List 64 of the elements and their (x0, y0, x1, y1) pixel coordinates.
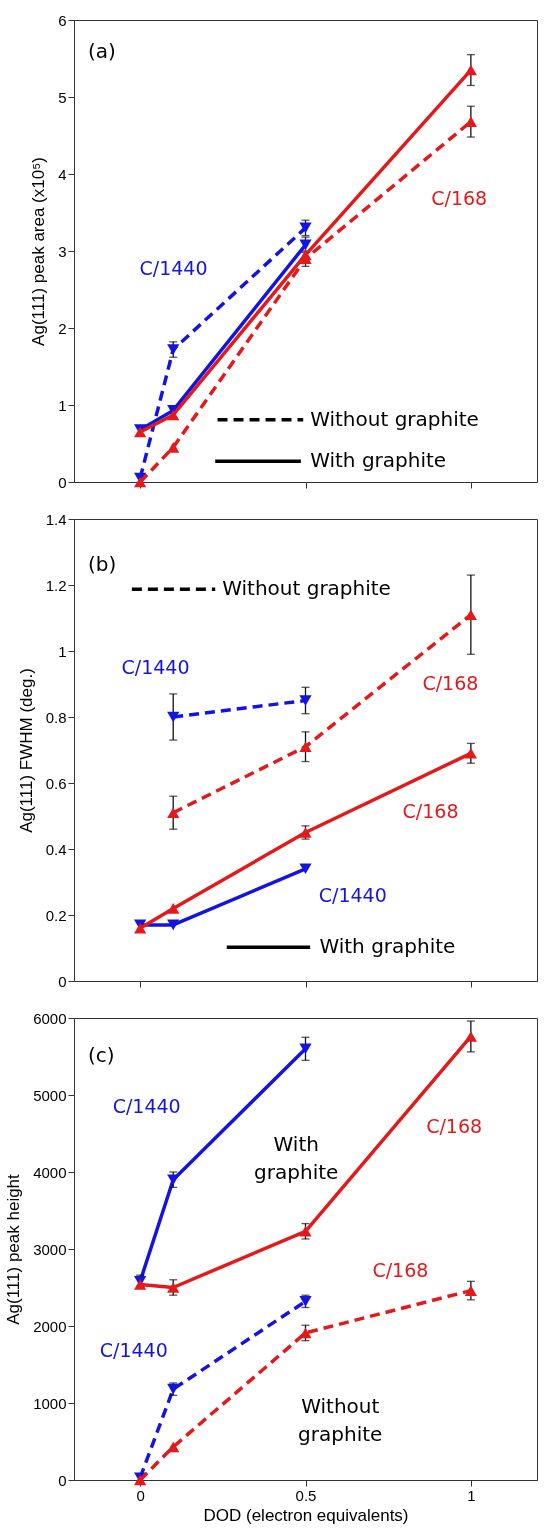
series-label: C/168 (372, 1259, 429, 1282)
x-tick-label: 1 (467, 1486, 476, 1504)
point (167, 409, 180, 421)
y-axis-title: Ag(111) peak height (4, 1173, 24, 1325)
y-tick-label: 0 (58, 972, 67, 990)
y-tick-label: 0.2 (45, 906, 67, 924)
point (299, 741, 312, 752)
y-tick-label: 5 (58, 88, 67, 106)
y-tick-label: 1 (58, 642, 67, 660)
y-tick-label: 4000 (33, 1163, 67, 1181)
annotation: (c) (87, 1043, 115, 1068)
point (167, 919, 180, 931)
series-label: C/168 (426, 1115, 483, 1138)
text: C/1440 (112, 1095, 181, 1118)
y-tick-label: 6 (58, 11, 67, 29)
point (167, 442, 180, 453)
point (464, 609, 477, 620)
series-label: C/1440 (318, 883, 387, 906)
annotation: (b) (87, 552, 117, 577)
point (464, 64, 477, 76)
point (299, 249, 312, 261)
y-tick-label: 0.8 (45, 708, 67, 726)
point (299, 863, 312, 875)
point (464, 1285, 477, 1296)
x-axis-title: DOD (electron equivalents) (203, 1505, 409, 1525)
y-tick-label: 4 (58, 165, 67, 183)
annotation: With graphite (319, 934, 456, 959)
annotation: (a) (87, 39, 116, 64)
point (464, 1031, 477, 1042)
y-axis-title: Ag(111) peak area (x10⁵) (29, 157, 49, 346)
y-tick-label: 0.4 (45, 840, 67, 858)
series-label: C/1440 (139, 256, 208, 279)
series-label: C/168 (422, 672, 479, 695)
point (167, 807, 180, 818)
x-tick-label: 0.5 (295, 1486, 317, 1504)
y-tick-label: 5000 (33, 1086, 67, 1104)
y-tick-label: 0.6 (45, 774, 67, 792)
y-tick-label: 3000 (33, 1240, 67, 1258)
annotation: With graphite (254, 1131, 339, 1184)
y-axis-title: Ag(111) FWHM (deg.) (16, 668, 36, 833)
point (167, 1441, 180, 1453)
series-label: C/1440 (121, 656, 190, 679)
y-tick-label: 1.2 (45, 576, 67, 594)
series-label: C/168 (431, 186, 488, 209)
y-tick-label: 1000 (33, 1394, 67, 1412)
point (464, 748, 477, 759)
y-tick-label: 2 (58, 319, 67, 337)
point (167, 903, 180, 914)
annotation: Without graphite (310, 406, 479, 431)
y-tick-label: 0 (58, 473, 67, 491)
annotation: Without graphite (222, 576, 391, 601)
y-tick-label: 0 (58, 1471, 67, 1489)
y-tick-label: 1.4 (45, 510, 67, 528)
x-tick-label: 0 (136, 1486, 145, 1504)
y-tick-label: 6000 (33, 1009, 67, 1027)
series-label: C/1440 (99, 1338, 168, 1361)
annotation: With graphite (310, 448, 447, 473)
point (299, 1043, 312, 1055)
point (134, 476, 147, 488)
annotation: Without graphite (298, 1394, 383, 1446)
y-tick-label: 3 (58, 242, 67, 260)
y-tick-label: 2000 (33, 1317, 67, 1335)
series-label: C/168 (402, 799, 459, 822)
y-tick-label: 1 (58, 396, 67, 414)
